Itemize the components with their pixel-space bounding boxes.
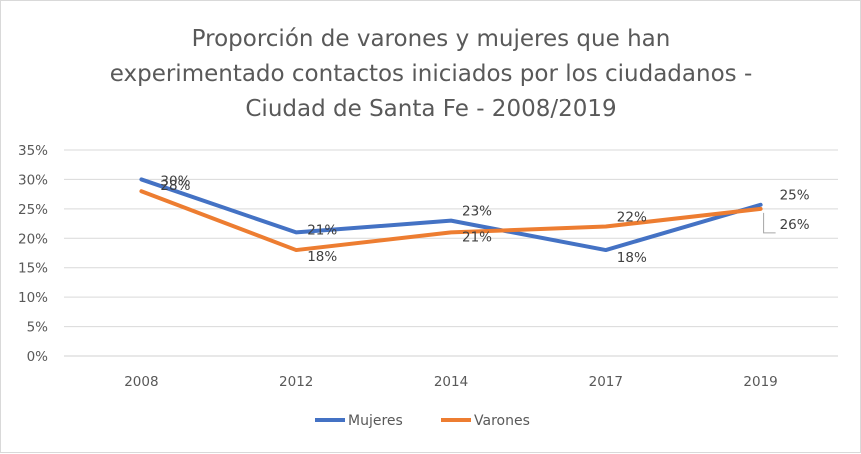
chart-title-line: Ciudad de Santa Fe - 2008/2019 (245, 96, 616, 122)
y-tick-label: 25% (18, 202, 48, 218)
y-tick-label: 20% (18, 231, 48, 247)
legend-label: Varones (474, 413, 530, 429)
y-tick-label: 30% (18, 172, 48, 188)
y-tick-label: 10% (18, 290, 48, 306)
data-label: 23% (462, 204, 492, 220)
series-line-mujeres (139, 177, 763, 253)
y-axis-ticks: 0% 5% 10% 15% 20% 25% 30% 35% (18, 143, 48, 365)
data-label: 18% (617, 250, 647, 266)
chart-title-line: Proporción de varones y mujeres que han (192, 26, 671, 52)
chart-title-line: experimentado contactos iniciados por lo… (110, 61, 753, 87)
data-label: 26% (780, 217, 810, 233)
data-label: 25% (780, 188, 810, 204)
data-label: 18% (307, 249, 337, 265)
x-axis-ticks: 2008 2012 2014 2017 2019 (124, 374, 778, 390)
x-tick-label: 2008 (124, 374, 158, 390)
data-label: 22% (617, 210, 647, 226)
data-label: 30% (160, 173, 190, 189)
data-label-leader-line (763, 212, 776, 234)
x-tick-label: 2017 (589, 374, 623, 390)
y-tick-label: 15% (18, 261, 48, 277)
chart-title: Proporción de varones y mujeres que han e… (110, 26, 753, 122)
data-label: 21% (307, 222, 337, 238)
series-line-varones (139, 189, 763, 253)
data-label: 28% (160, 178, 190, 194)
data-label: 21% (462, 229, 492, 245)
data-labels: 30% 21% 23% 18% 25% 28% 18% 21% 22% 26% (160, 173, 809, 266)
y-tick-label: 0% (27, 349, 49, 365)
x-tick-label: 2014 (434, 374, 468, 390)
series-lines (139, 177, 763, 253)
y-tick-label: 35% (18, 143, 48, 159)
legend: Mujeres Varones (315, 413, 530, 429)
y-tick-label: 5% (27, 320, 49, 336)
x-tick-label: 2012 (279, 374, 313, 390)
legend-label: Mujeres (348, 413, 403, 429)
x-tick-label: 2019 (743, 374, 777, 390)
